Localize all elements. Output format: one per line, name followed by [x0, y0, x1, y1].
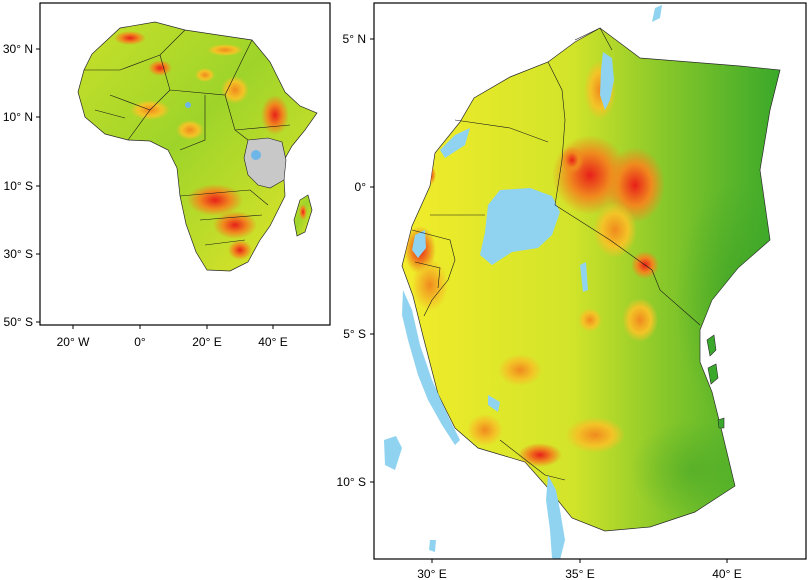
lon-label: 20° E: [192, 335, 221, 349]
lat-label: 10° S: [337, 475, 366, 489]
africa-continent: [77, 21, 318, 272]
lat-label: 30° S: [4, 247, 33, 261]
africa-ticks: [36, 48, 274, 329]
lat-label: 10° N: [3, 110, 33, 124]
lake-mweru: [384, 436, 402, 470]
lake-kivu: [412, 230, 426, 258]
east-africa-map: 5° N 0° 5° S 10° S 30° E 35° E 40° E: [337, 2, 807, 580]
lat-label: 10° S: [4, 179, 33, 193]
east-africa-lon-labels: 30° E 35° E 40° E: [417, 567, 741, 580]
lon-label: 35° E: [565, 567, 594, 580]
lon-label: 30° E: [417, 567, 446, 580]
lat-label: 30° N: [3, 42, 33, 56]
lon-label: 40° E: [258, 335, 287, 349]
lat-label: 50° S: [4, 315, 33, 329]
africa-inset-map: 30° N 10° N 10° S 30° S 50° S 20° W 0° 2…: [3, 2, 331, 349]
lat-label: 5° N: [343, 32, 366, 46]
lake-turkana: [600, 52, 614, 110]
lake-albert: [440, 128, 470, 158]
africa-lat-labels: 30° N 10° N 10° S 30° S 50° S: [3, 42, 33, 329]
islands: [706, 334, 725, 429]
lat-label: 0°: [355, 180, 367, 194]
africa-lon-labels: 20° W 0° 20° E 40° E: [57, 335, 288, 349]
water-bodies: [384, 5, 662, 559]
east-africa-lat-labels: 5° N 0° 5° S 10° S: [337, 32, 367, 489]
lake-malawi: [546, 475, 565, 559]
lon-label: 20° W: [57, 335, 90, 349]
lat-label: 5° S: [343, 327, 366, 341]
east-africa-ticks: [370, 38, 728, 563]
country-borders: [411, 27, 701, 481]
lon-label: 0°: [134, 335, 146, 349]
lake-rukwa: [488, 395, 500, 412]
lake-tanganyika: [402, 290, 460, 445]
lon-label: 40° E: [712, 567, 741, 580]
lake-victoria: [480, 188, 560, 265]
